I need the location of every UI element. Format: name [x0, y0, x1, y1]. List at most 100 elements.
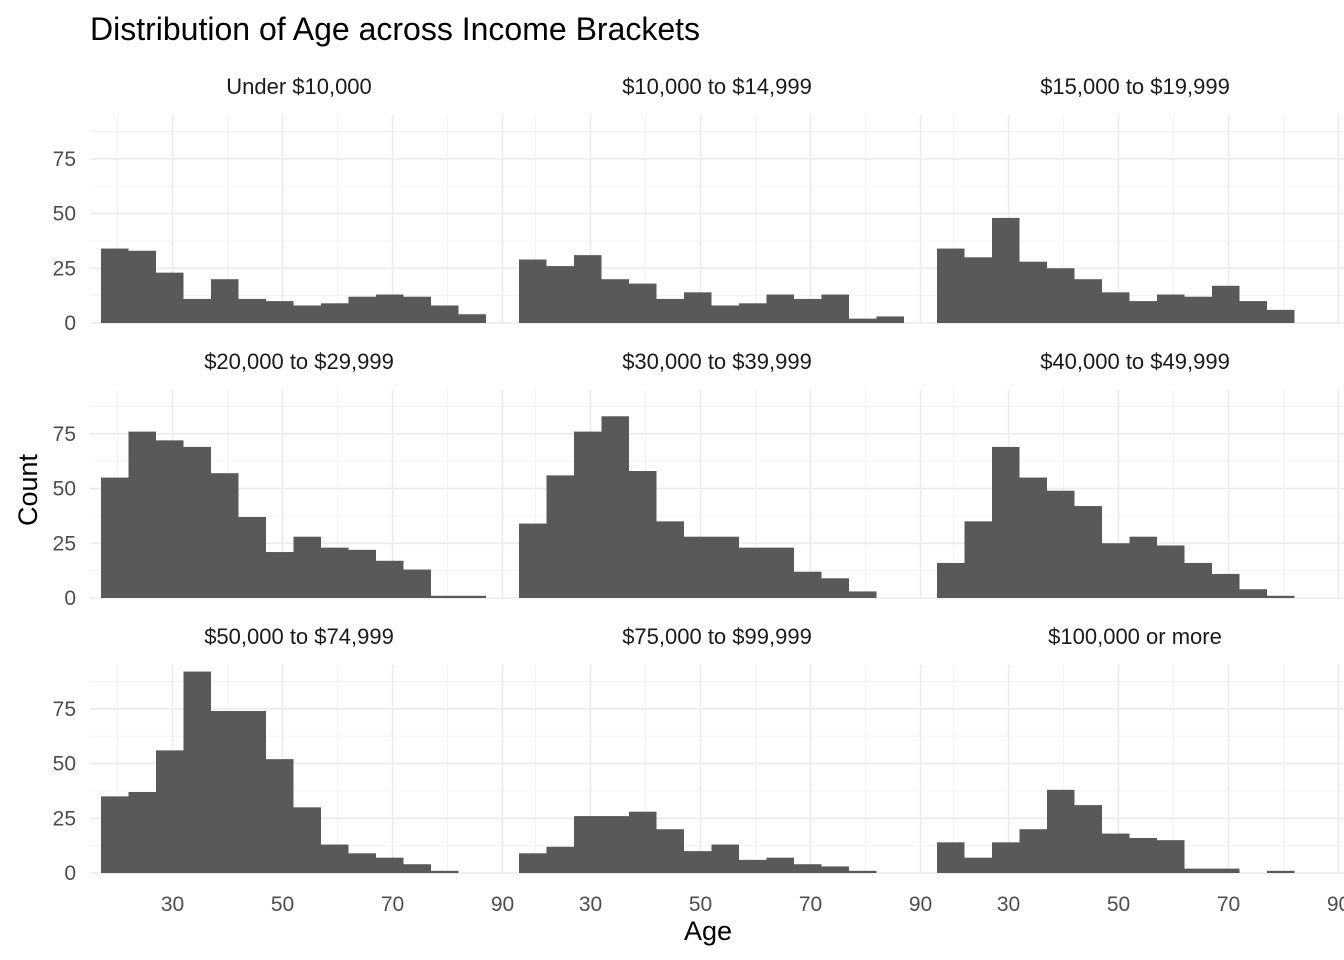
histogram-bar [574, 431, 602, 598]
facet-panels: Under $10,000 0 25 50 75 $10,000 to $14,999 $1… [53, 74, 1344, 916]
x-tick-label: 50 [689, 893, 712, 916]
facet-label: $40,000 to $49,999 [1040, 349, 1230, 374]
histogram-bar [321, 844, 349, 873]
facet-label: $30,000 to $39,999 [622, 349, 812, 374]
y-tick-label: 25 [53, 532, 76, 555]
facet-label: Under $10,000 [226, 74, 372, 99]
x-tick-label: 90 [909, 893, 932, 916]
histogram-bar [1267, 309, 1295, 323]
histogram-bar [964, 521, 992, 598]
histogram-bar [1047, 490, 1075, 598]
y-tick-label: 50 [53, 203, 76, 226]
histogram-bar [937, 248, 965, 323]
histogram-bar [101, 796, 129, 873]
histogram-bar [519, 259, 547, 323]
x-tick-label: 50 [271, 893, 294, 916]
y-tick-label: 0 [64, 587, 76, 610]
histogram-bar [1019, 477, 1047, 598]
histogram-bar [766, 547, 794, 598]
histogram-bar [1047, 268, 1075, 323]
histogram-bar [376, 857, 404, 873]
histogram-bar [739, 303, 767, 323]
facet-label: $50,000 to $74,999 [204, 624, 394, 649]
y-tick-label: 25 [53, 257, 76, 280]
histogram-bar [1074, 805, 1102, 873]
histogram-bar [1129, 536, 1157, 598]
x-tick-label: 90 [491, 893, 514, 916]
histogram-bar [348, 853, 376, 873]
histogram-bar [403, 569, 431, 598]
histogram-bar [183, 671, 211, 873]
y-tick-label: 25 [53, 807, 76, 830]
histogram-bar [1157, 545, 1185, 598]
histogram-bar [601, 816, 629, 873]
histogram-bar [376, 294, 404, 323]
histogram-bar [546, 846, 574, 873]
histogram-bar [1184, 296, 1212, 323]
histogram-bar [238, 710, 266, 873]
histogram-bar [711, 844, 739, 873]
histogram-bar [238, 516, 266, 598]
histogram-bar [348, 296, 376, 323]
y-tick-label: 75 [53, 423, 76, 446]
histogram-bar [656, 829, 684, 873]
facet-label: $75,000 to $99,999 [622, 624, 812, 649]
histogram-bar [601, 279, 629, 323]
histogram-bar [574, 816, 602, 873]
histogram-bar [1267, 870, 1295, 873]
histogram-bar [992, 842, 1020, 873]
histogram-bar [156, 440, 184, 598]
histogram-bar [766, 857, 794, 873]
histogram-bar [1212, 285, 1240, 323]
histogram-bar [992, 217, 1020, 323]
x-tick-label: 70 [381, 893, 404, 916]
histogram-bar [128, 791, 156, 873]
y-tick-label: 50 [53, 478, 76, 501]
histogram-bar [684, 851, 712, 873]
histogram-bar [1047, 789, 1075, 873]
y-tick-label: 75 [53, 698, 76, 721]
facet-panel: $30,000 to $39,999 [508, 349, 926, 599]
histogram-bar [431, 595, 459, 598]
histogram-bar [1129, 837, 1157, 873]
histogram-bar [1129, 301, 1157, 323]
histogram-bar [794, 571, 822, 598]
histogram-bar [992, 446, 1020, 598]
histogram-bar [766, 294, 794, 323]
x-tick-label: 30 [997, 893, 1020, 916]
y-tick-label: 75 [53, 148, 76, 171]
histogram-bar [937, 842, 965, 873]
histogram-bar [1157, 840, 1185, 873]
histogram-bar [458, 314, 486, 323]
histogram-bar [849, 318, 877, 323]
histogram-bar [1267, 595, 1295, 598]
histogram-bar [1212, 573, 1240, 598]
histogram-bar [266, 759, 294, 873]
histogram-bar [876, 316, 904, 323]
histogram-bar [1102, 833, 1130, 873]
histogram-bar [1074, 279, 1102, 323]
histogram-bar [739, 547, 767, 598]
facet-panel: $20,000 to $29,999 0 25 50 75 [53, 349, 508, 610]
x-tick-label: 30 [161, 893, 184, 916]
facet-panel: $40,000 to $49,999 [926, 349, 1344, 599]
histogram-bar [574, 255, 602, 323]
histogram-bar [101, 248, 129, 323]
facet-panel: $10,000 to $14,999 [508, 74, 926, 324]
histogram-bar [293, 807, 321, 873]
x-tick-label: 50 [1107, 893, 1130, 916]
facet-label: $15,000 to $19,999 [1040, 74, 1230, 99]
histogram-bar [431, 305, 459, 323]
histogram-bar [156, 750, 184, 873]
histogram-bar [1019, 829, 1047, 873]
x-tick-label: 70 [1217, 893, 1240, 916]
histogram-bar [1239, 589, 1267, 598]
histogram-bar [183, 298, 211, 323]
histogram-bar [794, 298, 822, 323]
facet-label: $100,000 or more [1048, 624, 1222, 649]
histogram-bar [794, 864, 822, 873]
histogram-bar [849, 870, 877, 873]
histogram-bar [321, 303, 349, 323]
histogram-bar [821, 866, 849, 873]
